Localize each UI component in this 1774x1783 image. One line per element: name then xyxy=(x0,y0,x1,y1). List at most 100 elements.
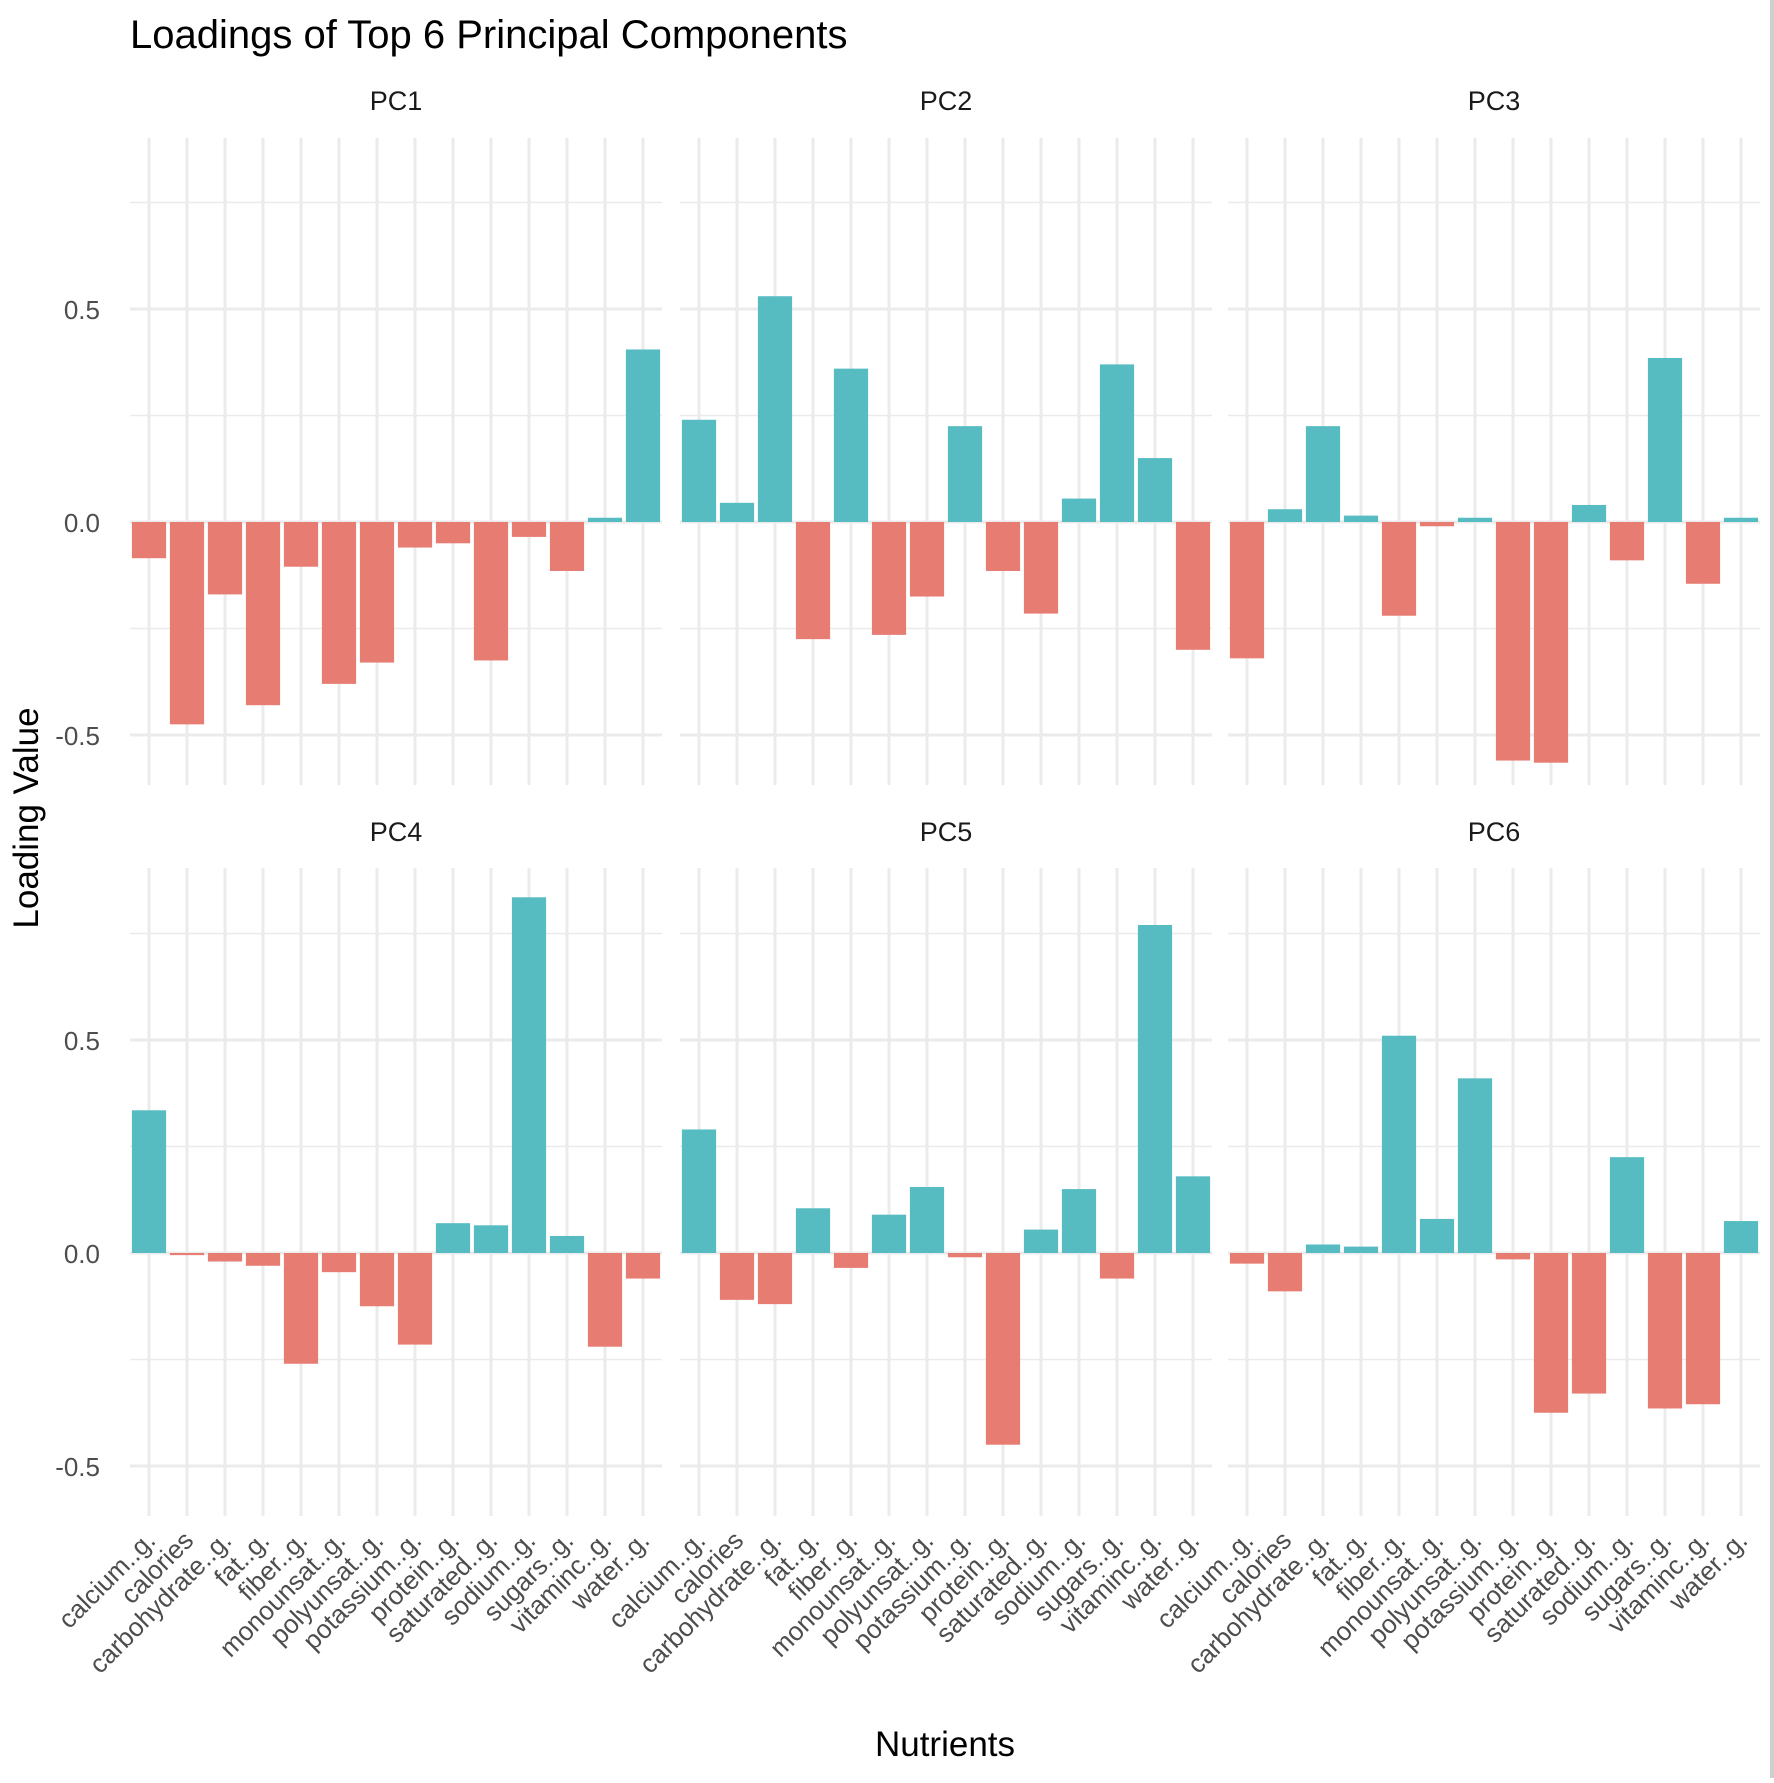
bar xyxy=(1229,1253,1265,1264)
y-tick-label: 0.5 xyxy=(64,1026,100,1056)
bar xyxy=(1061,498,1097,522)
bar xyxy=(283,522,319,567)
bar xyxy=(681,419,717,522)
chart-title: Loadings of Top 6 Principal Components xyxy=(130,13,848,57)
bar xyxy=(1609,522,1645,561)
bar xyxy=(625,349,661,522)
bar xyxy=(681,1129,717,1253)
bar xyxy=(1175,522,1211,650)
bar xyxy=(795,522,831,640)
bar xyxy=(1023,522,1059,614)
facet-label: PC1 xyxy=(370,86,423,116)
bar xyxy=(757,296,793,522)
bar xyxy=(397,522,433,548)
facet-label: PC2 xyxy=(920,86,973,116)
bar xyxy=(947,1253,983,1258)
bar xyxy=(1343,515,1379,522)
bar xyxy=(169,522,205,725)
bar xyxy=(719,1253,755,1300)
bar xyxy=(1571,1253,1607,1394)
bar xyxy=(169,1253,205,1256)
bar xyxy=(359,1253,395,1307)
bar xyxy=(1495,1253,1531,1260)
facet-label: PC3 xyxy=(1468,86,1521,116)
bar xyxy=(1305,426,1341,522)
bar xyxy=(1023,1229,1059,1253)
bar xyxy=(397,1253,433,1345)
y-tick-label: 0.0 xyxy=(64,1239,100,1269)
bar xyxy=(1099,1253,1135,1279)
bar xyxy=(207,522,243,595)
bar xyxy=(321,522,357,684)
facet-panel-pc5: PC5calcium..g.caloriescarbohydrate..g.fa… xyxy=(602,817,1212,1679)
bar xyxy=(1457,517,1493,522)
bar xyxy=(283,1253,319,1364)
x-axis-label: Nutrients xyxy=(875,1725,1015,1764)
bar xyxy=(1381,1035,1417,1253)
bar xyxy=(245,522,281,706)
bar xyxy=(1305,1244,1341,1253)
bar xyxy=(511,522,547,537)
bar xyxy=(625,1253,661,1279)
bar xyxy=(1061,1189,1097,1253)
bar xyxy=(131,1110,167,1253)
facet-panel-pc2: PC2 xyxy=(680,86,1212,785)
bar xyxy=(1647,357,1683,522)
bar xyxy=(1495,522,1531,761)
bar xyxy=(1267,509,1303,522)
bar xyxy=(795,1208,831,1253)
bar xyxy=(909,1186,945,1253)
y-tick-label: -0.5 xyxy=(55,721,100,751)
bar xyxy=(1137,458,1173,522)
bar xyxy=(719,502,755,522)
window-edge xyxy=(1770,0,1774,1778)
y-tick-label: 0.5 xyxy=(64,295,100,325)
y-tick-label: 0.0 xyxy=(64,508,100,538)
bar xyxy=(1647,1253,1683,1409)
bar xyxy=(1343,1246,1379,1253)
y-tick-label: -0.5 xyxy=(55,1452,100,1482)
facet-panel-pc1: PC1 0.5 0.0 -0.5 xyxy=(55,86,662,785)
bar xyxy=(985,1253,1021,1445)
bar xyxy=(1175,1176,1211,1253)
bar xyxy=(985,522,1021,571)
bar xyxy=(1533,1253,1569,1413)
bar xyxy=(1099,364,1135,522)
bar xyxy=(207,1253,243,1262)
bar xyxy=(587,1253,623,1347)
bar xyxy=(1381,522,1417,616)
bar xyxy=(1457,1078,1493,1253)
bar xyxy=(1419,1218,1455,1253)
bar xyxy=(549,522,585,571)
bar xyxy=(321,1253,357,1273)
y-axis-label: Loading Value xyxy=(7,707,46,928)
bar xyxy=(473,522,509,661)
bar xyxy=(359,522,395,663)
facet-panel-pc4: PC40.50.0-0.5calcium..g.caloriescarbohyd… xyxy=(52,817,662,1679)
bar xyxy=(871,522,907,635)
bar xyxy=(757,1253,793,1305)
facet-label: PC5 xyxy=(920,817,973,847)
bar xyxy=(1609,1157,1645,1253)
facet-panel-pc6: PC6calcium..g.caloriescarbohydrate..g.fa… xyxy=(1150,817,1760,1679)
bar xyxy=(1723,517,1759,522)
bar xyxy=(435,1223,471,1253)
bar xyxy=(1685,522,1721,584)
bar xyxy=(871,1214,907,1253)
bar xyxy=(909,522,945,597)
bar xyxy=(435,522,471,544)
bar xyxy=(1229,522,1265,659)
bar xyxy=(947,426,983,522)
bar xyxy=(473,1225,509,1253)
bar xyxy=(1533,522,1569,763)
bar xyxy=(1419,522,1455,527)
bar xyxy=(833,368,869,522)
bar xyxy=(549,1235,585,1253)
bar xyxy=(1137,924,1173,1253)
facet-label: PC4 xyxy=(370,817,423,847)
bar xyxy=(1571,504,1607,522)
bar xyxy=(1267,1253,1303,1292)
